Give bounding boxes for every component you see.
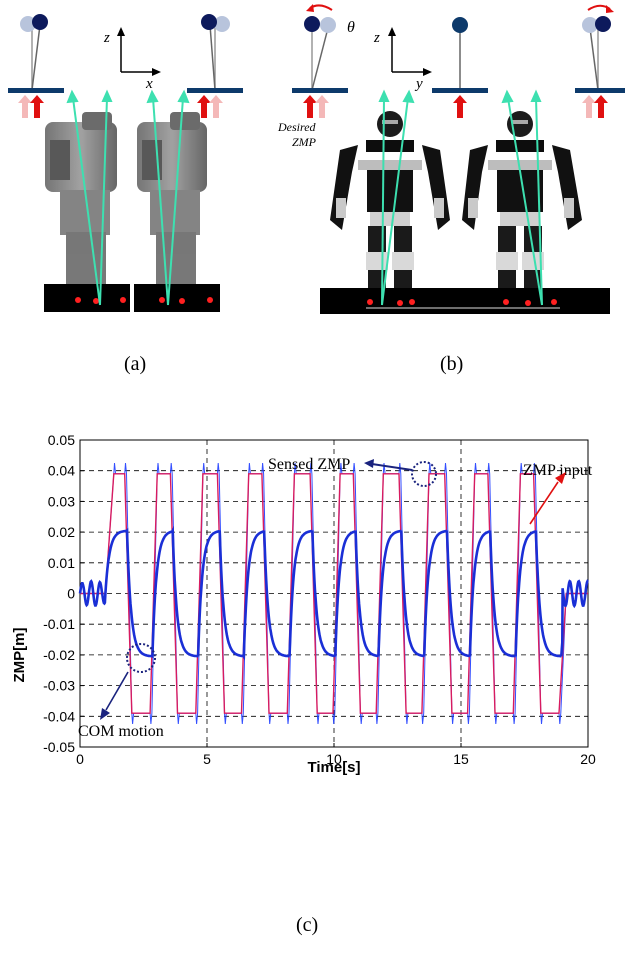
x-tick-label: 5 (203, 751, 211, 767)
com-motion-circle (126, 643, 156, 673)
foot-markers-b (367, 299, 557, 306)
ground-left-a (44, 284, 130, 312)
y-tick-label: 0.01 (48, 555, 75, 571)
y-tick-label: -0.03 (43, 678, 75, 694)
y-axis-label: ZMP[m] (11, 628, 28, 683)
x-tick-label: 15 (453, 751, 469, 767)
angle-theta: θ (347, 19, 355, 36)
x-tick-label: 0 (76, 751, 84, 767)
com-vectors-a (66, 89, 190, 306)
y-tick-label: 0.03 (48, 493, 75, 509)
sensed-zmp-arrow (371, 463, 413, 471)
axes-yz (388, 27, 432, 76)
y-tick-label: -0.04 (43, 708, 75, 724)
y-tick-label: -0.02 (43, 647, 75, 663)
pendulum-middle-b (432, 17, 488, 118)
annotation-marks (100, 459, 566, 720)
pendulum-left-a (8, 14, 64, 118)
desired-zmp-label-2: ZMP (292, 135, 317, 149)
tick-labels: 0.05 0.04 0.03 0.02 0.01 0 -0.01 -0.02 -0.03 -0.0… (43, 432, 596, 767)
pendulum-right-b (575, 4, 625, 118)
annotation-sensed-zmp: Sensed ZMP (268, 456, 350, 473)
caption-a: (a) (124, 353, 147, 375)
y-tick-label: 0.05 (48, 432, 75, 448)
robot-front-left (330, 111, 450, 288)
caption-b: (b) (440, 353, 464, 375)
com-motion-arrowhead (100, 708, 110, 720)
pendulum-left-b (292, 4, 348, 118)
sensed-zmp-arrowhead (364, 459, 374, 468)
x-axis-label: Time[s] (307, 759, 360, 776)
com-motion-arrow (105, 671, 129, 711)
zmp-input-arrowhead (555, 472, 566, 484)
y-tick-label: -0.01 (43, 616, 75, 632)
caption-c: (c) (296, 914, 319, 936)
ground-b (320, 288, 610, 314)
axis-label-y-b: y (414, 76, 423, 92)
robot-front-right (462, 111, 582, 288)
y-tick-label: 0 (67, 586, 75, 602)
pendulum-right-a (187, 14, 243, 118)
y-tick-label: 0.04 (48, 463, 75, 479)
axes-xz (117, 27, 161, 76)
ground-right-a (134, 284, 220, 312)
zmp-chart: 0.05 0.04 0.03 0.02 0.01 0 -0.01 -0.02 -0.03 -0.0… (11, 432, 596, 776)
panel-a-illustration: z x (8, 14, 243, 312)
robot-side-left (45, 112, 117, 284)
annotation-zmp-input: ZMP input (523, 462, 593, 479)
series-layer (78, 462, 589, 725)
com-motion-line (78, 525, 589, 661)
x-tick-label: 20 (580, 751, 596, 767)
sensed-zmp-circle (411, 461, 437, 487)
y-tick-label: -0.05 (43, 739, 75, 755)
desired-zmp-label-1: Desired (277, 120, 317, 134)
axis-label-z-a: z (103, 30, 110, 46)
com-vectors-b (378, 89, 543, 306)
zmp-input-arrow (529, 481, 559, 525)
axis-label-z-b: z (373, 30, 380, 46)
panel-b-illustration: θ z y Desired ZMP (277, 4, 625, 314)
zmp-input-line (80, 473, 588, 714)
x-tick-label: 10 (326, 751, 342, 767)
axis-label-x-a: x (145, 76, 153, 92)
annotation-com-motion: COM motion (78, 723, 164, 740)
y-tick-label: 0.02 (48, 524, 75, 540)
foot-markers-a (75, 297, 213, 304)
